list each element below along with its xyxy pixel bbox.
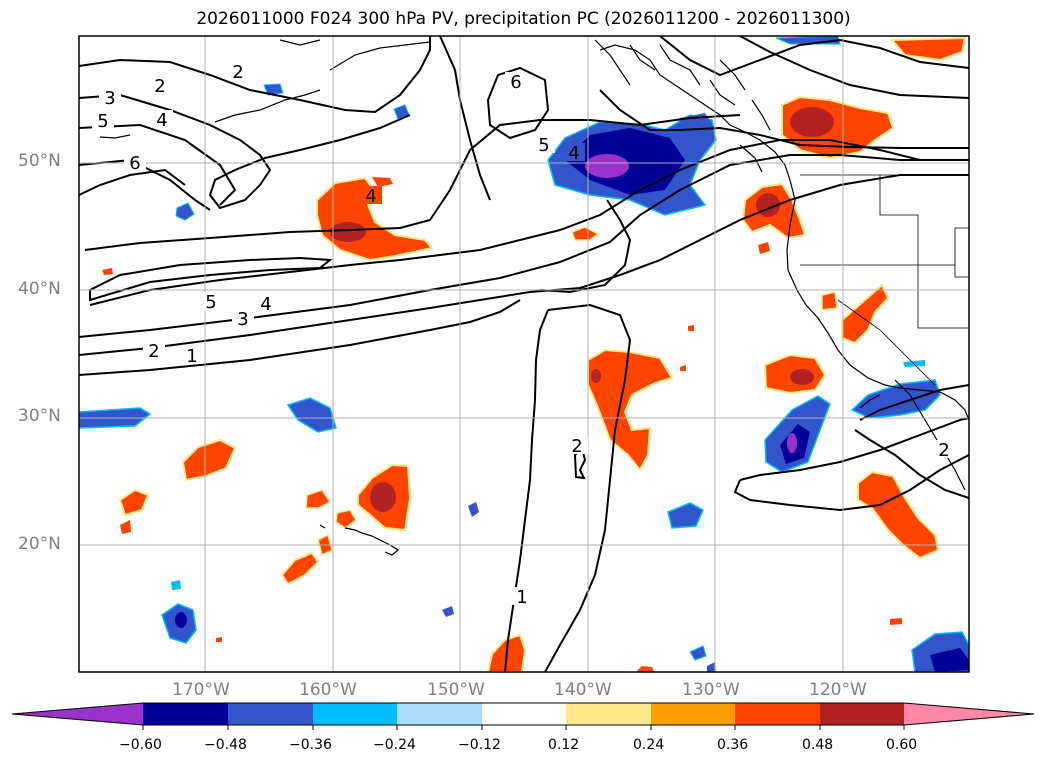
- colorbar-bin: [651, 703, 735, 725]
- contour-label-4-a: 4: [156, 110, 167, 131]
- colorbar-bin: [397, 703, 482, 725]
- contour-label-2-a: 2: [154, 76, 165, 97]
- colorbar-tick-label: 0.24: [633, 737, 665, 753]
- contour-label-6-b: 6: [510, 72, 521, 93]
- colorbar-bin: [482, 703, 566, 725]
- colorbar-tick-label: −0.12: [458, 737, 501, 753]
- contour-label-6-a: 6: [129, 153, 140, 174]
- lon-label-170w: 170°W: [172, 680, 230, 700]
- contour-label-5-c: 5: [205, 292, 216, 313]
- precip-positive-regions: [102, 36, 967, 672]
- contour-label-4-d: 4: [260, 294, 271, 315]
- contour-label-2-d: 2: [571, 436, 582, 457]
- contour-label-3-a: 3: [104, 88, 115, 109]
- lat-label-30n: 30°N: [18, 406, 61, 426]
- colorbar-bin: [228, 703, 313, 725]
- contour-label-5-a: 5: [97, 111, 108, 132]
- contour-label-4-c: 4: [365, 186, 376, 207]
- lat-label-20n: 20°N: [18, 534, 61, 554]
- colorbar-bin: [313, 703, 397, 725]
- colorbar-tick-label: −0.24: [373, 737, 416, 753]
- colorbar-bin: [566, 703, 651, 725]
- coastlines: [99, 39, 969, 556]
- lat-label-40n: 40°N: [18, 279, 61, 299]
- colorbar-tick-label: 0.36: [717, 737, 749, 753]
- colorbar-tick-label: 0.60: [886, 737, 918, 753]
- colorbar-tick-label: −0.36: [289, 737, 332, 753]
- plot-frame: [78, 35, 970, 673]
- colorbar-extend-high: [904, 703, 1034, 725]
- lon-label-130w: 130°W: [682, 680, 740, 700]
- contour-label-4-b: 4: [568, 143, 579, 164]
- colorbar-tick-label: 0.12: [548, 737, 580, 753]
- lon-label-140w: 140°W: [554, 680, 612, 700]
- colorbar-extend-low: [12, 703, 143, 725]
- lon-label-120w: 120°W: [809, 680, 867, 700]
- colorbar-tick-label: 0.48: [802, 737, 834, 753]
- map-title: 2026011000 F024 300 hPa PV, precipitatio…: [196, 9, 851, 29]
- contour-label-2-c: 2: [148, 341, 159, 362]
- colorbar-bin: [735, 703, 820, 725]
- lat-label-50n: 50°N: [18, 151, 61, 171]
- lon-label-160w: 160°W: [299, 680, 357, 700]
- lon-label-150w: 150°W: [427, 680, 485, 700]
- contour-label-1-b: 1: [516, 587, 527, 608]
- colorbar-bin: [143, 703, 228, 725]
- graticule: [79, 36, 969, 672]
- contour-label-1-a: 1: [186, 346, 197, 367]
- colorbar-bin: [820, 703, 904, 725]
- contour-label-3-b: 3: [237, 309, 248, 330]
- contour-label-2-e: 2: [938, 440, 949, 461]
- pv-contours: [79, 36, 969, 672]
- colorbar: [11, 702, 1035, 730]
- contour-label-2-b: 2: [232, 62, 243, 83]
- precip-negative-regions: [79, 36, 969, 672]
- contour-label-5-b: 5: [538, 135, 549, 156]
- colorbar-tick-label: −0.60: [119, 737, 162, 753]
- colorbar-tick-label: −0.48: [204, 737, 247, 753]
